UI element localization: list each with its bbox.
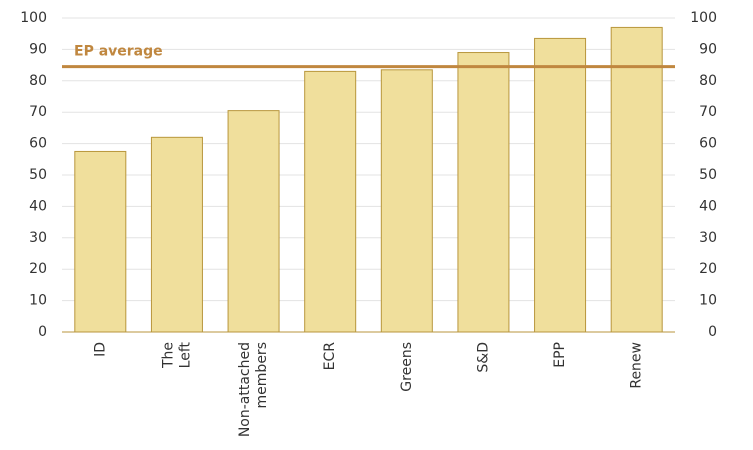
- y-tick-label: 70: [29, 104, 47, 120]
- y-tick-label: 90: [29, 41, 47, 57]
- x-tick-label: Renew: [629, 342, 645, 389]
- y2-tick-label: 90: [699, 41, 717, 57]
- reference-label: EP average: [74, 44, 163, 60]
- x-tick-label: ECR: [322, 342, 338, 371]
- x-tick-label: Non-attachedmembers: [237, 342, 270, 437]
- bar: [74, 150, 127, 333]
- x-tick-label: EPP: [552, 342, 568, 368]
- y2-tick-label: 30: [699, 230, 717, 246]
- bar: [150, 136, 203, 333]
- y2-tick-label: 60: [699, 136, 717, 152]
- y-tick-label: 20: [29, 261, 47, 277]
- y-tick-label: 60: [29, 136, 47, 152]
- y2-tick-label: 40: [699, 198, 717, 214]
- bar: [534, 37, 587, 333]
- y2-tick-label: 20: [699, 261, 717, 277]
- x-tick-label: Greens: [399, 342, 415, 392]
- y-tick-label: 100: [20, 10, 47, 26]
- y2-tick-label: 70: [699, 104, 717, 120]
- y-tick-label: 80: [29, 73, 47, 89]
- bar: [610, 26, 663, 333]
- y2-tick-label: 0: [708, 324, 717, 340]
- y2-tick-label: 80: [699, 73, 717, 89]
- y2-tick-label: 100: [690, 10, 717, 26]
- x-tick-label: TheLeft: [160, 341, 193, 369]
- y2-tick-label: 10: [699, 293, 717, 309]
- x-tick-label: S&D: [475, 342, 491, 373]
- y-tick-label: 50: [29, 167, 47, 183]
- bar: [304, 70, 357, 333]
- bar: [380, 69, 433, 333]
- bar: [227, 110, 280, 333]
- bar: [457, 52, 510, 333]
- y2-tick-label: 50: [699, 167, 717, 183]
- y-tick-label: 40: [29, 198, 47, 214]
- y-tick-label: 0: [38, 324, 47, 340]
- y-tick-label: 10: [29, 293, 47, 309]
- y-tick-label: 30: [29, 230, 47, 246]
- x-tick-label: ID: [92, 342, 108, 357]
